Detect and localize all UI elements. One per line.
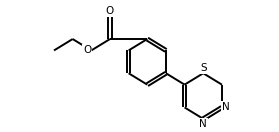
Text: N: N: [222, 102, 230, 112]
Text: O: O: [106, 6, 114, 16]
Text: S: S: [200, 63, 206, 73]
Text: O: O: [83, 45, 91, 55]
Text: N: N: [199, 119, 207, 129]
